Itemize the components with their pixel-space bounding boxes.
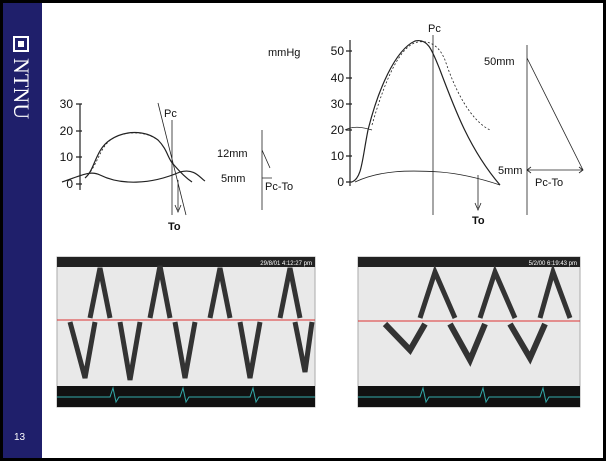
ecg-trace	[57, 386, 315, 404]
to-label: To	[168, 221, 181, 233]
pc-label: Pc	[164, 108, 177, 120]
doppler-waveform-top	[417, 263, 573, 319]
y-tick-label: 30	[60, 97, 74, 111]
logo-text: NTNU	[9, 58, 34, 119]
timestamp: 5/2/00 6:19:43 pm	[529, 261, 577, 267]
y-tick-label: 0	[66, 177, 73, 191]
baseline-curve	[61, 170, 206, 183]
doppler-image	[56, 256, 316, 408]
ecg-trace	[358, 386, 580, 404]
pc-lines	[157, 102, 187, 216]
to-label: To	[472, 215, 485, 227]
scale-lines	[261, 130, 272, 210]
baseline-curve	[344, 126, 501, 186]
y-tick-label: 20	[331, 123, 345, 137]
y-axis	[76, 103, 82, 190]
left-diagram	[61, 102, 272, 216]
pc-label: Pc	[428, 23, 441, 35]
scale-label: Pc-To	[535, 177, 563, 189]
y-tick-label: 0	[337, 175, 344, 189]
scale-top: 12mm	[217, 148, 248, 160]
doppler-right: 5/2/00 6:19:43 pm	[357, 256, 581, 408]
sidebar	[3, 3, 42, 458]
doppler-waveform-bottom	[382, 321, 548, 367]
y-tick-label: 20	[60, 124, 74, 138]
scale-bottom: 5mm	[221, 173, 245, 185]
pressure-curve	[351, 39, 501, 186]
ecg-strip	[57, 386, 315, 407]
doppler-waveform-bottom	[67, 321, 315, 381]
logo-icon	[13, 36, 29, 52]
y-tick-label: 30	[331, 97, 345, 111]
doppler-waveform-top	[87, 265, 303, 319]
y-tick-label: 10	[60, 150, 74, 164]
y-tick-label: 10	[331, 149, 345, 163]
doppler-header	[358, 257, 580, 267]
y-axis	[346, 40, 352, 186]
doppler-header	[57, 257, 315, 267]
doppler-left: 29/8/01 4:12:27 pm	[56, 256, 316, 408]
logo-icon-core	[18, 41, 24, 47]
pc-lines	[432, 35, 482, 215]
unit-label: mmHg	[268, 47, 300, 59]
scale-bottom: 5mm	[498, 165, 522, 177]
scale-label: Pc-To	[265, 181, 293, 193]
scale-top: 50mm	[484, 56, 515, 68]
y-tick-label: 40	[331, 71, 345, 85]
page-number: 13	[14, 432, 26, 443]
y-tick-label: 50	[331, 44, 345, 58]
right-diagram	[344, 35, 584, 215]
timestamp: 29/8/01 4:12:27 pm	[260, 261, 312, 267]
scale-lines	[526, 45, 584, 215]
